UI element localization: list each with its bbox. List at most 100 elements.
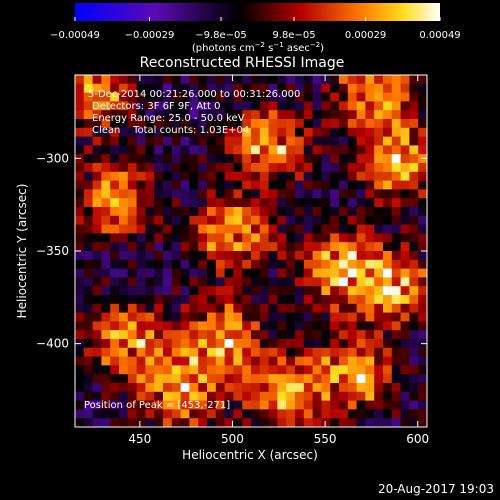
heatmap-cell [409, 321, 419, 331]
heatmap-cell [339, 312, 349, 322]
heatmap-cell [215, 154, 225, 164]
heatmap-cell [365, 242, 375, 252]
x-tick-label: 500 [221, 432, 244, 446]
heatmap-cell [207, 233, 217, 243]
heatmap-cell [119, 295, 129, 305]
heatmap-cell [207, 400, 217, 410]
heatmap-cell [418, 251, 428, 261]
heatmap-cell [400, 409, 410, 419]
heatmap-cell [145, 321, 155, 331]
heatmap-cell [180, 418, 190, 428]
heatmap-cell [339, 136, 349, 146]
heatmap-cell [233, 347, 243, 357]
heatmap-cell [339, 180, 349, 190]
heatmap-cell [277, 400, 287, 410]
heatmap-cell [75, 215, 85, 225]
heatmap-cell [180, 119, 190, 129]
heatmap-cell [154, 330, 164, 340]
heatmap-cell [127, 233, 137, 243]
heatmap-cell [119, 154, 129, 164]
heatmap-cell [110, 92, 120, 102]
heatmap-cell [171, 286, 181, 296]
heatmap-cell [198, 409, 208, 419]
heatmap-cell [400, 374, 410, 384]
heatmap-cell [198, 145, 208, 155]
heatmap-cell [374, 383, 384, 393]
heatmap-cell [339, 391, 349, 401]
heatmap-cell [224, 83, 234, 93]
heatmap-cell [224, 189, 234, 199]
heatmap-cell [295, 418, 305, 428]
heatmap-cell [233, 110, 243, 120]
heatmap-cell [259, 391, 269, 401]
heatmap-cell [286, 374, 296, 384]
heatmap-cell [251, 233, 261, 243]
heatmap-cell [391, 409, 401, 419]
heatmap-cell [171, 251, 181, 261]
heatmap-cell [119, 127, 129, 137]
heatmap-cell [286, 154, 296, 164]
heatmap-cell [391, 110, 401, 120]
heatmap-cell [92, 83, 102, 93]
heatmap-cell [268, 224, 278, 234]
heatmap-cell [339, 303, 349, 313]
heatmap-cell [163, 365, 173, 375]
heatmap-cell [242, 224, 252, 234]
heatmap-cell [330, 365, 340, 375]
heatmap-cell [321, 110, 331, 120]
heatmap-cell [286, 259, 296, 269]
heatmap-cell [110, 189, 120, 199]
heatmap-cells [75, 75, 428, 428]
heatmap-cell [356, 409, 366, 419]
heatmap-cell [356, 145, 366, 155]
heatmap-cell [101, 207, 111, 217]
heatmap-cell [303, 295, 313, 305]
heatmap-cell [356, 251, 366, 261]
heatmap-cell [418, 365, 428, 375]
heatmap-cell [233, 400, 243, 410]
heatmap-cell [391, 356, 401, 366]
heatmap-cell [312, 171, 322, 181]
colorbar-tick-label: −9.8e−05 [195, 30, 247, 41]
heatmap-cell [268, 127, 278, 137]
heatmap-cell [277, 92, 287, 102]
heatmap-cell [207, 242, 217, 252]
heatmap-cell [180, 303, 190, 313]
heatmap-cell [83, 312, 93, 322]
heatmap-cell [286, 365, 296, 375]
heatmap-cell [242, 409, 252, 419]
heatmap-cell [83, 356, 93, 366]
heatmap-cell [321, 145, 331, 155]
heatmap-cell [251, 189, 261, 199]
heatmap-cell [374, 277, 384, 287]
heatmap-cell [251, 119, 261, 129]
heatmap-cell [136, 119, 146, 129]
heatmap-cell [339, 277, 349, 287]
heatmap-cell [92, 365, 102, 375]
heatmap-cell [154, 383, 164, 393]
heatmap-cell [83, 224, 93, 234]
heatmap-cell [286, 224, 296, 234]
heatmap-cell [365, 330, 375, 340]
heatmap-cell [75, 286, 85, 296]
heatmap-cell [233, 189, 243, 199]
heatmap-cell [365, 101, 375, 111]
heatmap-cell [321, 75, 331, 85]
heatmap-cell [374, 75, 384, 85]
heatmap-cell [295, 268, 305, 278]
heatmap-cell [347, 171, 357, 181]
heatmap-cell [163, 268, 173, 278]
heatmap-cell [347, 215, 357, 225]
heatmap-cell [127, 277, 137, 287]
heatmap-cell [75, 409, 85, 419]
heatmap-cell [75, 356, 85, 366]
heatmap-cell [251, 171, 261, 181]
x-tick-label: 600 [406, 432, 429, 446]
heatmap-cell [418, 242, 428, 252]
heatmap-cell [136, 259, 146, 269]
heatmap-cell [83, 321, 93, 331]
heatmap-cell [391, 383, 401, 393]
heatmap-cell [286, 321, 296, 331]
heatmap-cell [215, 136, 225, 146]
heatmap-cell [356, 383, 366, 393]
